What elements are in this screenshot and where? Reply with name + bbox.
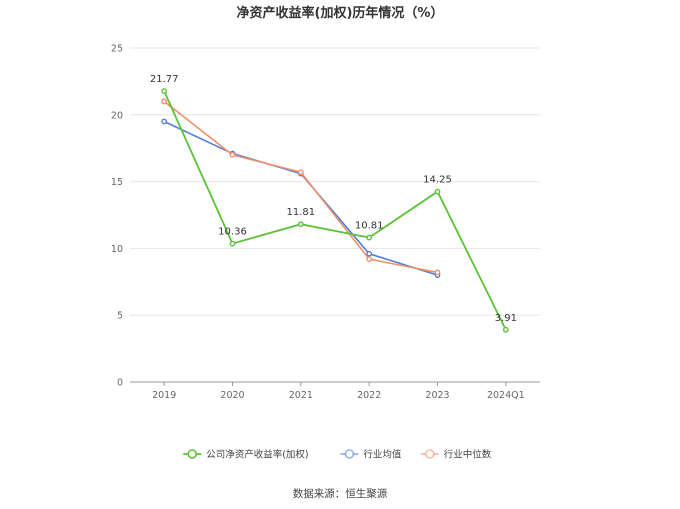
- chart-title: 净资产收益率(加权)历年情况（%）: [237, 5, 444, 21]
- legend-label: 公司净资产收益率(加权): [206, 449, 308, 461]
- series-1: [161, 118, 441, 279]
- data-point: [502, 326, 509, 333]
- data-label: 11.81: [287, 207, 316, 218]
- y-tick-label: 5: [117, 311, 123, 322]
- series-line: [163, 120, 438, 276]
- legend-item[interactable]: 行业均值: [340, 449, 402, 461]
- data-label: 3.91: [495, 313, 517, 324]
- y-tick-label: 15: [111, 177, 123, 188]
- data-point: [161, 118, 168, 125]
- y-tick-label: 10: [111, 244, 123, 255]
- data-point: [161, 98, 168, 105]
- x-tick-label: 2020: [220, 390, 244, 401]
- data-point: [366, 250, 373, 257]
- series-layer: 21.77 10.36 11.81 10.81 14.25 3.91: [150, 74, 517, 333]
- x-tick-label: 2022: [357, 390, 381, 401]
- data-label: 10.36: [218, 227, 247, 238]
- x-tick-label: 2021: [289, 390, 313, 401]
- y-tick-label: 20: [111, 110, 123, 121]
- legend-marker: [424, 449, 435, 459]
- x-tick-label: 2023: [425, 390, 449, 401]
- data-point: [229, 240, 236, 247]
- y-axis: 0 5 10 15 20 25: [111, 44, 123, 389]
- y-tick-label: 0: [117, 378, 123, 389]
- series-line: [163, 90, 507, 331]
- source-note: 数据来源：恒生聚源: [293, 487, 388, 500]
- x-tick-label: 2019: [152, 390, 176, 401]
- data-label: 14.25: [423, 175, 452, 186]
- series-line: [163, 100, 438, 274]
- x-tick-label: 2024Q1: [487, 390, 525, 401]
- legend-item[interactable]: 公司净资产收益率(加权): [183, 449, 309, 461]
- x-axis: 2019 2020 2021 2022 2023 2024Q1: [130, 381, 540, 401]
- data-label: 21.77: [150, 74, 179, 85]
- gridlines: [130, 47, 540, 316]
- data-point: [297, 169, 304, 176]
- data-point: [297, 221, 304, 228]
- data-point: [434, 188, 441, 195]
- legend-marker: [344, 449, 355, 459]
- data-label: 10.81: [355, 221, 384, 232]
- y-tick-label: 25: [111, 44, 123, 55]
- legend-label: 行业均值: [363, 449, 402, 461]
- legend-marker: [187, 449, 197, 459]
- series-2: [161, 98, 441, 276]
- series-0: 21.77 10.36 11.81 10.81 14.25 3.91: [150, 74, 517, 333]
- data-point: [161, 88, 168, 95]
- legend-label: 行业中位数: [444, 449, 492, 461]
- data-point: [366, 256, 373, 262]
- data-point: [434, 269, 441, 276]
- data-point: [366, 234, 373, 241]
- legend[interactable]: 公司净资产收益率(加权) 行业均值 行业中位数: [183, 449, 492, 461]
- data-point: [229, 151, 236, 158]
- legend-item[interactable]: 行业中位数: [420, 449, 492, 461]
